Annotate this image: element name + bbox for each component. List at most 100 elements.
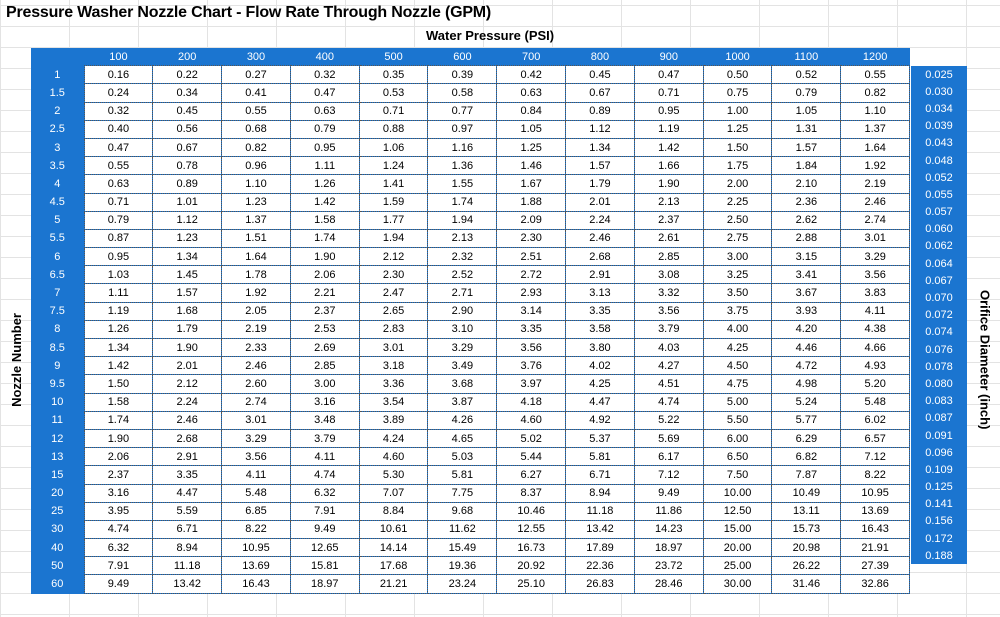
orifice-diameter-cell[interactable]: 0.083	[910, 392, 967, 410]
flow-rate-cell[interactable]: 2.09	[496, 210, 567, 230]
flow-rate-cell[interactable]: 1.57	[152, 283, 223, 303]
orifice-diameter-cell[interactable]: 0.172	[910, 530, 967, 548]
flow-rate-cell[interactable]: 0.63	[496, 83, 567, 103]
flow-rate-cell[interactable]: 3.01	[358, 337, 429, 358]
flow-rate-cell[interactable]: 20.98	[771, 538, 842, 558]
flow-rate-cell[interactable]: 5.22	[633, 410, 704, 430]
orifice-diameter-cell[interactable]: 0.070	[910, 289, 967, 307]
flow-rate-cell[interactable]: 1.57	[771, 137, 842, 158]
flow-rate-cell[interactable]: 3.80	[565, 337, 635, 358]
flow-rate-cell[interactable]: 2.37	[633, 210, 704, 230]
flow-rate-cell[interactable]: 1.66	[633, 156, 704, 176]
flow-rate-cell[interactable]: 1.24	[358, 156, 429, 176]
flow-rate-cell[interactable]: 12.55	[496, 519, 567, 540]
flow-rate-cell[interactable]: 5.44	[496, 447, 567, 467]
flow-rate-cell[interactable]: 2.61	[633, 228, 704, 249]
flow-rate-cell[interactable]: 4.98	[771, 374, 842, 394]
flow-rate-cell[interactable]: 2.46	[840, 192, 911, 212]
flow-rate-cell[interactable]: 1.68	[152, 301, 223, 321]
flow-rate-cell[interactable]: 25.10	[496, 574, 567, 594]
flow-rate-cell[interactable]: 13.69	[840, 501, 911, 521]
flow-rate-cell[interactable]: 0.71	[633, 83, 704, 103]
flow-rate-cell[interactable]: 10.95	[840, 483, 911, 503]
flow-rate-cell[interactable]: 4.72	[771, 356, 842, 376]
flow-rate-cell[interactable]: 6.32	[83, 538, 154, 558]
flow-rate-cell[interactable]: 1.42	[633, 137, 704, 158]
flow-rate-cell[interactable]: 1.90	[83, 428, 154, 449]
flow-rate-cell[interactable]: 3.50	[702, 283, 773, 303]
flow-rate-cell[interactable]: 2.71	[427, 283, 498, 303]
nozzle-number-cell[interactable]: 12	[31, 429, 84, 448]
flow-rate-cell[interactable]: 1.50	[702, 137, 773, 158]
flow-rate-cell[interactable]: 4.00	[702, 319, 773, 340]
flow-rate-cell[interactable]: 0.16	[83, 65, 154, 85]
flow-rate-cell[interactable]: 0.63	[83, 174, 154, 194]
flow-rate-cell[interactable]: 2.69	[289, 337, 360, 358]
flow-rate-cell[interactable]: 1.00	[702, 101, 773, 121]
flow-rate-cell[interactable]: 3.35	[496, 319, 567, 340]
flow-rate-cell[interactable]: 5.81	[565, 447, 635, 467]
flow-rate-cell[interactable]: 1.37	[840, 119, 911, 139]
flow-rate-cell[interactable]: 9.49	[633, 483, 704, 503]
flow-rate-cell[interactable]: 2.47	[358, 283, 429, 303]
flow-rate-cell[interactable]: 5.59	[152, 501, 223, 521]
flow-rate-cell[interactable]: 17.68	[358, 556, 429, 576]
flow-rate-cell[interactable]: 3.29	[221, 428, 291, 449]
flow-rate-cell[interactable]: 3.56	[221, 447, 291, 467]
flow-rate-cell[interactable]: 1.79	[565, 174, 635, 194]
flow-rate-cell[interactable]: 6.32	[289, 483, 360, 503]
flow-rate-cell[interactable]: 8.84	[358, 501, 429, 521]
flow-rate-cell[interactable]: 21.21	[358, 574, 429, 594]
flow-rate-cell[interactable]: 0.32	[289, 65, 360, 85]
flow-rate-cell[interactable]: 2.19	[221, 319, 291, 340]
flow-rate-cell[interactable]: 0.55	[840, 65, 911, 85]
flow-rate-cell[interactable]: 2.10	[771, 174, 842, 194]
flow-rate-cell[interactable]: 2.37	[83, 465, 154, 485]
orifice-diameter-cell[interactable]: 0.067	[910, 272, 967, 290]
flow-rate-cell[interactable]: 11.86	[633, 501, 704, 521]
flow-rate-cell[interactable]: 1.36	[427, 156, 498, 176]
pressure-header-cell[interactable]: 900	[634, 48, 704, 66]
flow-rate-cell[interactable]: 9.49	[289, 519, 360, 540]
flow-rate-cell[interactable]: 4.93	[840, 356, 911, 376]
nozzle-number-cell[interactable]: 30	[31, 520, 84, 539]
flow-rate-cell[interactable]: 2.36	[771, 192, 842, 212]
flow-rate-cell[interactable]: 3.48	[289, 410, 360, 430]
nozzle-number-cell[interactable]: 13	[31, 447, 84, 466]
flow-rate-cell[interactable]: 1.10	[221, 174, 291, 194]
flow-rate-cell[interactable]: 23.72	[633, 556, 704, 576]
flow-rate-cell[interactable]: 6.50	[702, 447, 773, 467]
flow-rate-cell[interactable]: 0.56	[152, 119, 223, 139]
pressure-header-cell[interactable]: 100	[84, 48, 153, 66]
flow-rate-cell[interactable]: 0.95	[289, 137, 360, 158]
flow-rate-cell[interactable]: 4.27	[633, 356, 704, 376]
flow-rate-cell[interactable]: 2.75	[702, 228, 773, 249]
flow-rate-cell[interactable]: 3.56	[840, 265, 911, 285]
flow-rate-cell[interactable]: 0.71	[83, 192, 154, 212]
flow-rate-cell[interactable]: 0.75	[702, 83, 773, 103]
nozzle-number-cell[interactable]: 9	[31, 356, 84, 375]
pressure-header-cell[interactable]: 400	[290, 48, 360, 66]
flow-rate-cell[interactable]: 7.12	[840, 447, 911, 467]
flow-rate-cell[interactable]: 2.05	[221, 301, 291, 321]
flow-rate-cell[interactable]: 2.65	[358, 301, 429, 321]
flow-rate-cell[interactable]: 1.06	[358, 137, 429, 158]
flow-rate-cell[interactable]: 2.83	[358, 319, 429, 340]
flow-rate-cell[interactable]: 3.54	[358, 392, 429, 412]
flow-rate-cell[interactable]: 1.23	[152, 228, 223, 249]
flow-rate-cell[interactable]: 15.81	[289, 556, 360, 576]
flow-rate-cell[interactable]: 0.87	[83, 228, 154, 249]
flow-rate-cell[interactable]: 2.68	[152, 428, 223, 449]
nozzle-number-cell[interactable]: 20	[31, 484, 84, 503]
flow-rate-cell[interactable]: 3.56	[496, 337, 567, 358]
flow-rate-cell[interactable]: 3.01	[840, 228, 911, 249]
flow-rate-cell[interactable]: 1.59	[358, 192, 429, 212]
flow-rate-cell[interactable]: 2.52	[427, 265, 498, 285]
flow-rate-cell[interactable]: 1.25	[702, 119, 773, 139]
orifice-diameter-cell[interactable]: 0.080	[910, 375, 967, 393]
flow-rate-cell[interactable]: 3.97	[496, 374, 567, 394]
flow-rate-cell[interactable]: 1.74	[83, 410, 154, 430]
flow-rate-cell[interactable]: 4.46	[771, 337, 842, 358]
orifice-diameter-cell[interactable]: 0.087	[910, 409, 967, 427]
flow-rate-cell[interactable]: 19.36	[427, 556, 498, 576]
